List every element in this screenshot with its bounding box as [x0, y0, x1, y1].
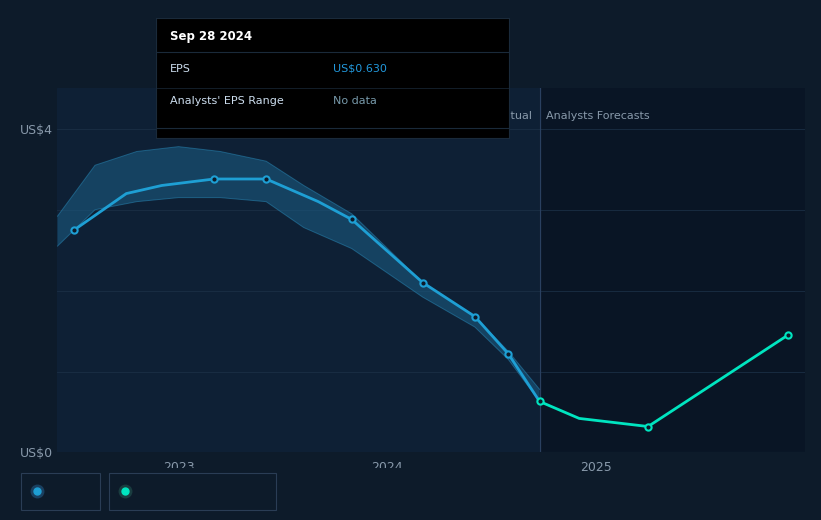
Text: EPS: EPS [50, 486, 71, 497]
Text: EPS: EPS [170, 63, 191, 74]
FancyBboxPatch shape [109, 473, 276, 510]
Text: Analysts' EPS Range: Analysts' EPS Range [170, 96, 284, 106]
Text: No data: No data [333, 96, 376, 106]
Text: US$0.630: US$0.630 [333, 63, 387, 74]
FancyBboxPatch shape [21, 473, 100, 510]
Text: Analysts Forecasts: Analysts Forecasts [546, 111, 649, 121]
Bar [539, 88, 805, 452]
Text: Sep 28 2024: Sep 28 2024 [170, 30, 252, 43]
Text: Actual: Actual [498, 111, 534, 121]
Bar [57, 88, 539, 452]
Polygon shape [57, 147, 539, 401]
Text: Analysts' EPS Range: Analysts' EPS Range [139, 486, 252, 497]
